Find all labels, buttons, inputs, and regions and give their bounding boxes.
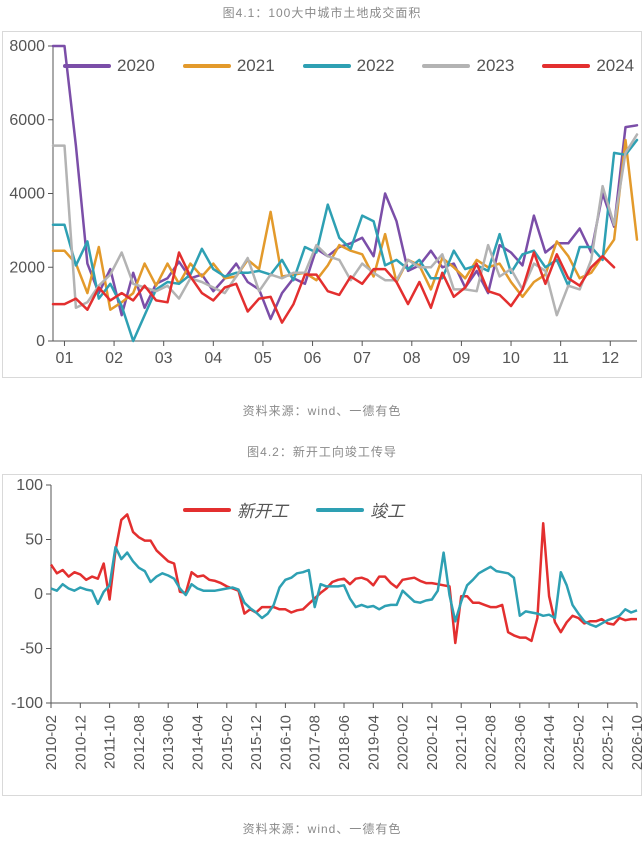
chart1-title: 图4.1：100大中城市土地成交面积 <box>0 0 644 31</box>
svg-text:2025-02: 2025-02 <box>570 715 587 770</box>
svg-text:2019-04: 2019-04 <box>365 715 382 770</box>
svg-text:11: 11 <box>552 350 569 367</box>
svg-text:03: 03 <box>155 350 173 367</box>
svg-text:2015-02: 2015-02 <box>219 715 236 770</box>
svg-text:2013-06: 2013-06 <box>160 715 177 770</box>
svg-text:2010-12: 2010-12 <box>72 715 89 770</box>
svg-text:06: 06 <box>304 350 322 367</box>
svg-text:2018-06: 2018-06 <box>336 715 353 770</box>
svg-text:02: 02 <box>105 350 123 367</box>
chart2-title: 图4.2：新开工向竣工传导 <box>0 437 644 474</box>
svg-text:01: 01 <box>56 350 74 367</box>
svg-text:4000: 4000 <box>9 186 45 203</box>
legend-2020: 2020 <box>63 56 155 76</box>
svg-text:08: 08 <box>403 350 421 367</box>
chart2-legend: 新开工 竣工 <box>183 497 404 522</box>
svg-text:2025-12: 2025-12 <box>600 715 617 770</box>
svg-text:6000: 6000 <box>9 112 45 129</box>
svg-text:04: 04 <box>204 350 222 367</box>
svg-text:50: 50 <box>25 532 43 549</box>
svg-text:07: 07 <box>353 350 371 367</box>
svg-text:2022-08: 2022-08 <box>483 715 500 770</box>
svg-text:2016-10: 2016-10 <box>277 715 294 770</box>
svg-text:0: 0 <box>36 333 45 350</box>
svg-text:100: 100 <box>16 477 43 494</box>
svg-text:2021-10: 2021-10 <box>453 715 470 770</box>
svg-text:2017-08: 2017-08 <box>307 715 324 770</box>
chart1-frame: 2020 2021 2022 2023 2024 0 2000 4000 6000 80… <box>2 31 642 378</box>
svg-text:-100: -100 <box>11 695 43 712</box>
chart2-frame: 新开工 竣工 -100 -50 0 50 100 2010-02 2010-12 2011-1… <box>2 474 642 796</box>
svg-text:05: 05 <box>254 350 272 367</box>
legend-2024: 2024 <box>542 56 634 76</box>
svg-text:2024-04: 2024-04 <box>541 715 558 770</box>
svg-text:12: 12 <box>601 350 619 367</box>
svg-text:2000: 2000 <box>9 259 45 276</box>
svg-text:0: 0 <box>34 586 43 603</box>
chart2-source: 资料来源：wind、一德有色 <box>0 796 644 847</box>
svg-text:2020-12: 2020-12 <box>424 715 441 770</box>
chart1-legend: 2020 2021 2022 2023 2024 <box>63 56 634 76</box>
svg-text:2014-04: 2014-04 <box>190 715 207 770</box>
svg-text:2023-06: 2023-06 <box>512 715 529 770</box>
svg-text:09: 09 <box>453 350 471 367</box>
legend-completion: 竣工 <box>316 497 404 522</box>
svg-text:2011-10: 2011-10 <box>102 715 119 769</box>
svg-text:2026-10: 2026-10 <box>629 715 643 770</box>
svg-text:2015-12: 2015-12 <box>248 715 265 770</box>
chart2-plot: -100 -50 0 50 100 2010-02 2010-12 2011-10 2012-0… <box>3 475 643 795</box>
legend-new-start: 新开工 <box>183 497 288 522</box>
svg-text:2010-02: 2010-02 <box>43 715 60 770</box>
svg-text:10: 10 <box>502 350 520 367</box>
svg-text:2012-08: 2012-08 <box>131 715 148 770</box>
svg-text:-50: -50 <box>20 641 43 658</box>
chart1-source: 资料来源：wind、一德有色 <box>0 378 644 437</box>
svg-text:2020-02: 2020-02 <box>395 715 412 770</box>
legend-2021: 2021 <box>183 56 275 76</box>
legend-2022: 2022 <box>303 56 395 76</box>
chart1-plot: 0 2000 4000 6000 8000 01 02 03 04 05 06 07 08 09 10 11 1… <box>3 32 643 377</box>
svg-text:8000: 8000 <box>9 38 45 55</box>
legend-2023: 2023 <box>422 56 514 76</box>
